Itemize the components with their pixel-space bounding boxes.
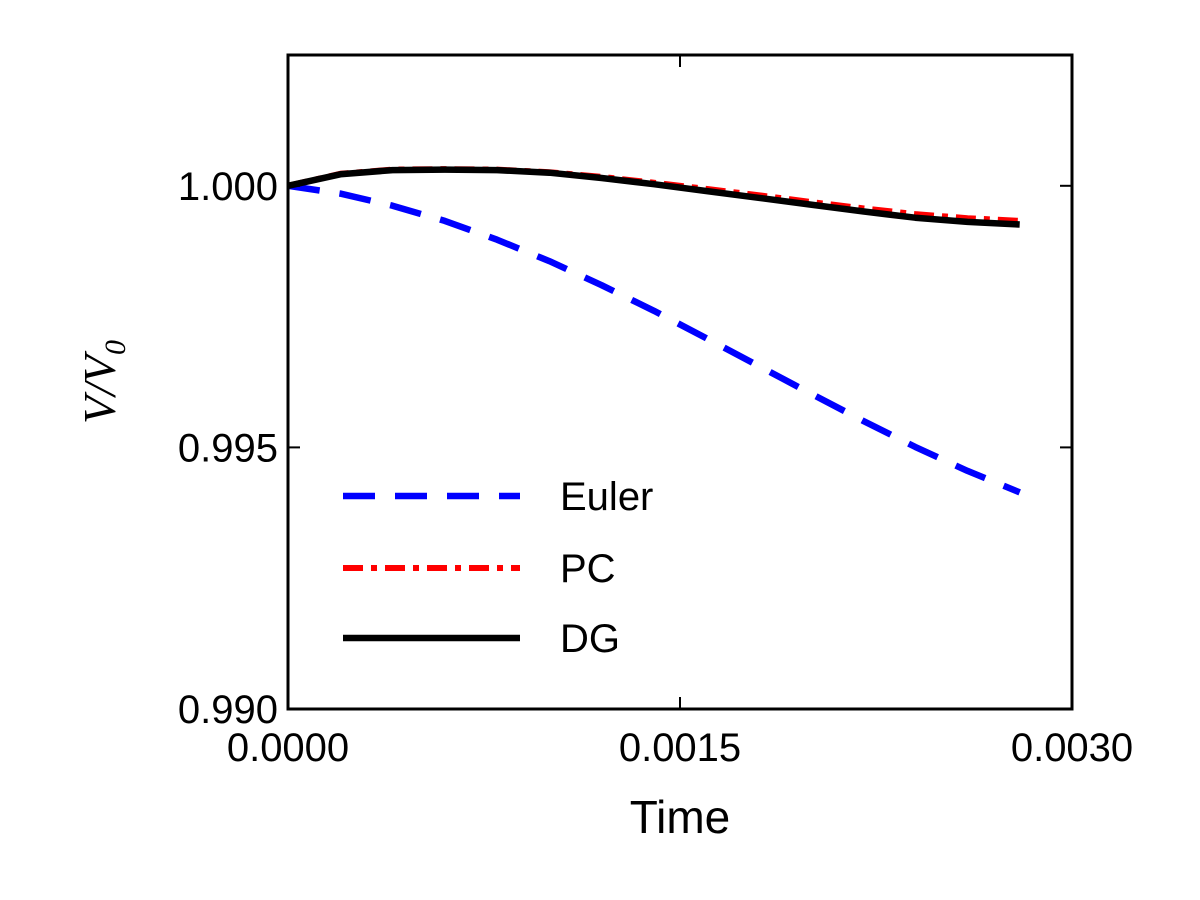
legend: Euler PC DG bbox=[343, 475, 653, 661]
series-line-pc bbox=[287, 166, 1020, 224]
legend-label-dg: DG bbox=[560, 617, 620, 661]
legend-label-pc: PC bbox=[560, 547, 616, 591]
legend-label-euler: Euler bbox=[560, 475, 653, 519]
ticks-layer: 0.0000 0.0015 0.0030 0.990 0.995 1.000 bbox=[178, 55, 1133, 770]
x-axis-label: Time bbox=[630, 791, 731, 843]
plot-frame bbox=[286, 53, 1074, 711]
series-layer bbox=[287, 166, 1021, 496]
y-tick-label: 0.990 bbox=[178, 688, 278, 732]
series-line-dg bbox=[287, 166, 1020, 228]
x-tick-label: 0.0015 bbox=[619, 726, 741, 770]
y-axis-label-main: V/V bbox=[74, 350, 125, 424]
x-tick-label: 0.0000 bbox=[227, 726, 349, 770]
y-axis-label: V/V0 bbox=[74, 340, 132, 424]
series-line-euler bbox=[287, 182, 1021, 496]
x-tick-label: 0.0030 bbox=[1011, 726, 1133, 770]
y-tick-label: 1.000 bbox=[178, 165, 278, 209]
y-tick-label: 0.995 bbox=[178, 426, 278, 470]
svg-text:V/V0: V/V0 bbox=[74, 340, 132, 424]
y-axis-label-sub: 0 bbox=[99, 340, 132, 355]
